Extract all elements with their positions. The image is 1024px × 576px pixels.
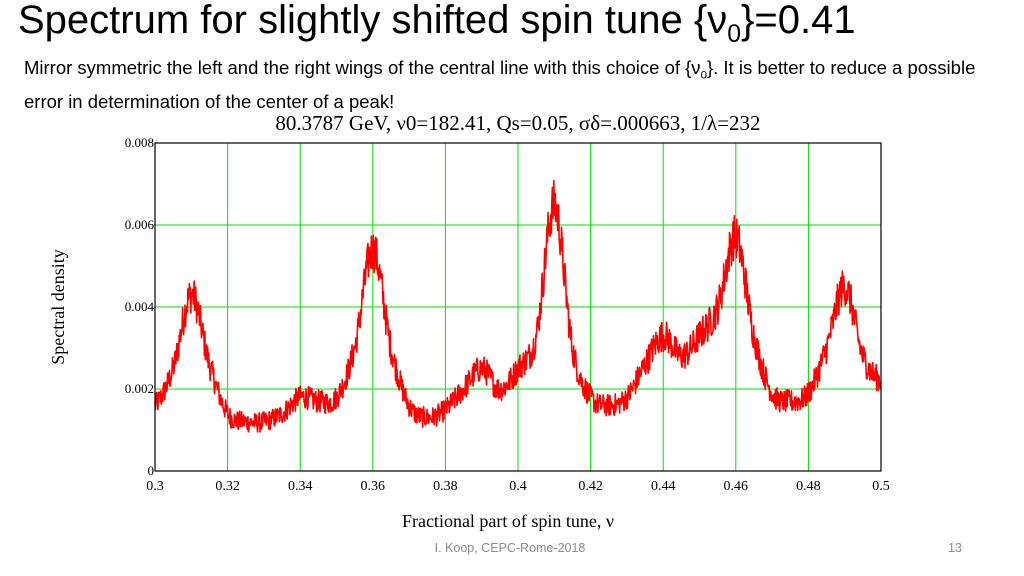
chart-grid xyxy=(155,143,881,471)
x-tick-labels: 0.3 0.32 0.34 0.36 0.38 0.4 0.42 0.44 0.46 0.48 0.… xyxy=(146,479,890,494)
x-tick-label-8: 0.46 xyxy=(724,479,749,494)
slide-subtitle: Mirror symmetric the left and the right … xyxy=(24,55,1009,114)
y-tick-label-4: 0.008 xyxy=(125,135,154,150)
x-tick-label-0: 0.3 xyxy=(146,479,164,494)
slide-title: Spectrum for slightly shifted spin tune … xyxy=(18,0,856,61)
slide-title-suffix: }=0.41 xyxy=(741,0,856,42)
y-tick-label-1: 0.002 xyxy=(125,381,154,396)
x-tick-label-7: 0.44 xyxy=(651,479,676,494)
spectrum-series-line xyxy=(154,179,882,433)
slide-title-text: Spectrum for slightly shifted spin tune … xyxy=(18,0,728,42)
x-tick-label-4: 0.38 xyxy=(433,479,458,494)
page-number: 13 xyxy=(948,541,962,555)
slide-subtitle-text: Mirror symmetric the left and the right … xyxy=(24,57,701,78)
y-axis-label: Spectral density xyxy=(48,249,68,364)
x-tick-label-3: 0.36 xyxy=(361,479,386,494)
x-tick-label-9: 0.48 xyxy=(796,479,821,494)
slide-subtitle-suffix: }. It is better to reduce a possible err… xyxy=(24,57,976,112)
y-tick-label-3: 0.006 xyxy=(125,217,155,232)
slide-title-subscript: 0 xyxy=(727,21,742,48)
x-tick-label-5: 0.4 xyxy=(509,479,527,494)
x-tick-label-10: 0.5 xyxy=(872,479,890,494)
x-tick-label-2: 0.34 xyxy=(288,479,313,494)
x-tick-label-1: 0.32 xyxy=(215,479,240,494)
y-tick-labels: 0 0.002 0.004 0.006 0.008 xyxy=(125,135,155,478)
slide-subtitle-subscript: 0 xyxy=(700,69,707,82)
footer-author: I. Koop, CEPC-Rome-2018 xyxy=(434,541,586,555)
y-tick-label-2: 0.004 xyxy=(125,299,155,314)
chart-title: 80.3787 GeV, ν0=182.41, Qs=0.05, σδ=.000… xyxy=(275,111,760,135)
x-axis-label: Fractional part of spin tune, ν xyxy=(402,511,614,531)
y-tick-label-0: 0 xyxy=(148,463,155,478)
plot-frame xyxy=(154,142,882,472)
x-tick-label-6: 0.42 xyxy=(578,479,603,494)
